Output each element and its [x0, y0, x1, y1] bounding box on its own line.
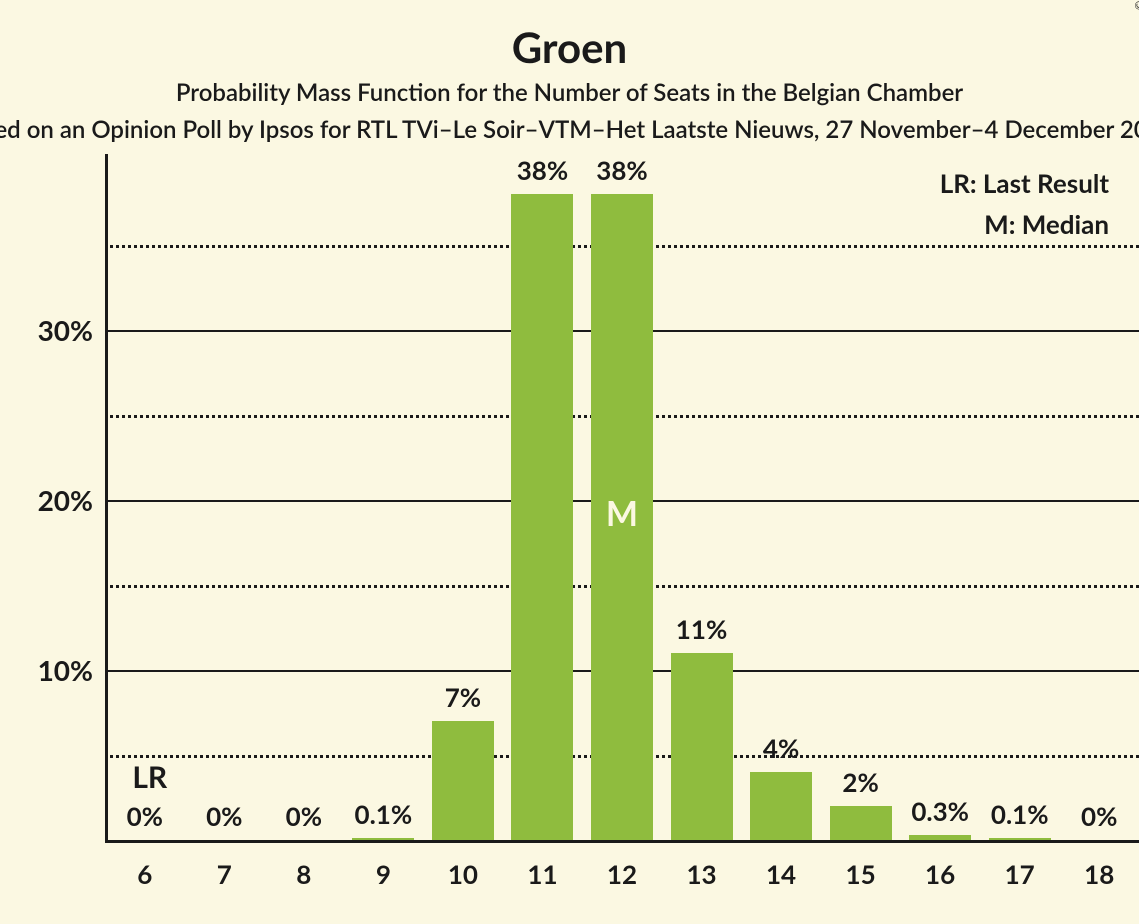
- legend-lr: LR: Last Result: [940, 167, 1109, 199]
- bar-value-label: 0.3%: [900, 795, 980, 827]
- bar: [830, 806, 892, 840]
- bar-value-label: 0%: [185, 800, 265, 832]
- xtick-label: 7: [185, 858, 265, 890]
- legend-m: M: Median: [984, 208, 1109, 240]
- last-result-marker: LR: [110, 759, 190, 795]
- bar-value-label: 0.1%: [980, 798, 1060, 830]
- xtick-label: 9: [344, 858, 424, 890]
- bar: [989, 838, 1051, 840]
- xtick-label: 14: [741, 858, 821, 890]
- bar: [909, 835, 971, 840]
- chart-subtitle-1: Probability Mass Function for the Number…: [0, 78, 1139, 107]
- chart-title: Groen: [0, 22, 1139, 72]
- bar-value-label: 0%: [105, 800, 185, 832]
- bar: [750, 772, 812, 840]
- ytick-label: 30%: [3, 313, 93, 347]
- xtick-label: 8: [264, 858, 344, 890]
- chart-subtitle-2: Based on an Opinion Poll by Ipsos for RT…: [0, 115, 1139, 144]
- xtick-label: 17: [980, 858, 1060, 890]
- bar: [671, 653, 733, 840]
- bar-value-label: 38%: [582, 154, 662, 186]
- bar-value-label: 2%: [821, 766, 901, 798]
- xtick-label: 6: [105, 858, 185, 890]
- bar: [511, 194, 573, 840]
- ytick-label: 20%: [3, 483, 93, 517]
- bar: [432, 721, 494, 840]
- xtick-label: 15: [821, 858, 901, 890]
- bar: [352, 838, 414, 840]
- bar-value-label: 4%: [741, 732, 821, 764]
- bar-value-label: 11%: [662, 613, 742, 645]
- xtick-label: 16: [900, 858, 980, 890]
- xtick-label: 10: [423, 858, 503, 890]
- bar-value-label: 7%: [423, 681, 503, 713]
- xtick-label: 13: [662, 858, 742, 890]
- bar-value-label: 0%: [264, 800, 344, 832]
- x-axis-line: [105, 840, 1139, 843]
- y-axis-line: [105, 154, 108, 840]
- bar-value-label: 38%: [503, 154, 583, 186]
- median-marker: M: [591, 493, 653, 534]
- xtick-label: 18: [1059, 858, 1139, 890]
- bar-value-label: 0.1%: [344, 798, 424, 830]
- chart-plot-area: 0%LR0%0%0.1%7%38%38%M11%4%2%0.3%0.1%0%: [105, 160, 1139, 840]
- xtick-label: 12: [582, 858, 662, 890]
- ytick-label: 10%: [3, 653, 93, 687]
- copyright-text: © 2019 Filip van Laenen: [1133, 0, 1139, 10]
- xtick-label: 11: [503, 858, 583, 890]
- bar-value-label: 0%: [1059, 800, 1139, 832]
